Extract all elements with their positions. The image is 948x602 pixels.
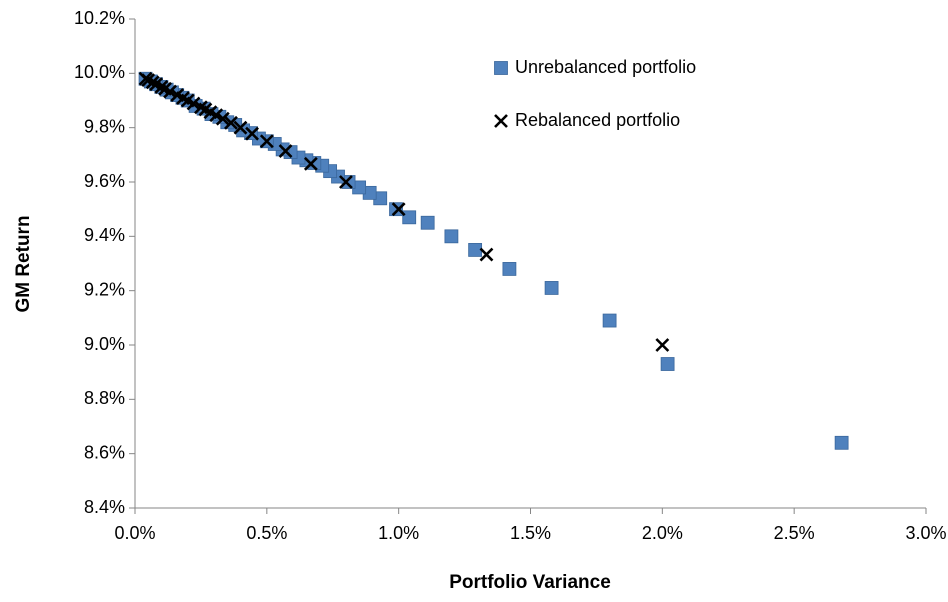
x-tick-label: 0.0% — [114, 523, 155, 543]
square-marker — [468, 243, 483, 257]
legend-marker — [494, 61, 508, 75]
x-tick-label: 1.5% — [510, 523, 551, 543]
y-tick-label: 10.2% — [74, 8, 125, 28]
x-marker — [245, 126, 259, 141]
square-marker — [660, 357, 675, 371]
x-axis-title: Portfolio Variance — [449, 572, 611, 593]
y-tick-label: 8.6% — [84, 442, 125, 462]
square-marker — [389, 202, 403, 217]
x-marker — [170, 88, 185, 102]
y-tick-label: 8.8% — [84, 388, 125, 408]
x-marker — [224, 115, 238, 130]
x-marker — [278, 144, 293, 158]
x-marker — [391, 202, 406, 217]
y-tick-label: 9.4% — [84, 225, 125, 245]
x-tick-label: 3.0% — [905, 523, 946, 543]
square-marker — [420, 215, 435, 230]
x-marker — [215, 111, 230, 126]
x-marker — [233, 120, 248, 135]
x-marker — [259, 134, 274, 149]
legend-label: Rebalanced portfolio — [515, 110, 680, 130]
legend-label: Unrebalanced portfolio — [515, 57, 696, 77]
square-marker — [502, 262, 517, 276]
x-marker — [339, 175, 353, 189]
y-tick-label: 9.0% — [84, 334, 125, 354]
square-marker — [444, 229, 459, 244]
square-marker — [402, 210, 417, 225]
x-marker — [655, 338, 670, 352]
y-tick-label: 9.6% — [84, 171, 125, 191]
square-marker — [834, 435, 849, 450]
x-marker — [193, 100, 208, 115]
y-tick-label: 9.2% — [84, 279, 125, 299]
x-marker — [303, 156, 318, 171]
legend-marker — [494, 114, 508, 128]
x-tick-label: 2.0% — [642, 523, 683, 543]
y-tick-label: 10.0% — [74, 62, 125, 82]
y-tick-label: 8.4% — [84, 497, 125, 517]
x-tick-label: 2.5% — [774, 523, 815, 543]
x-marker — [138, 71, 153, 86]
square-marker — [544, 281, 559, 295]
y-tick-label: 9.8% — [84, 116, 125, 136]
y-axis-title: GM Return — [13, 215, 34, 312]
x-tick-label: 0.5% — [246, 523, 287, 543]
square-marker — [602, 313, 617, 328]
x-tick-label: 1.0% — [378, 523, 419, 543]
x-marker — [479, 247, 494, 262]
